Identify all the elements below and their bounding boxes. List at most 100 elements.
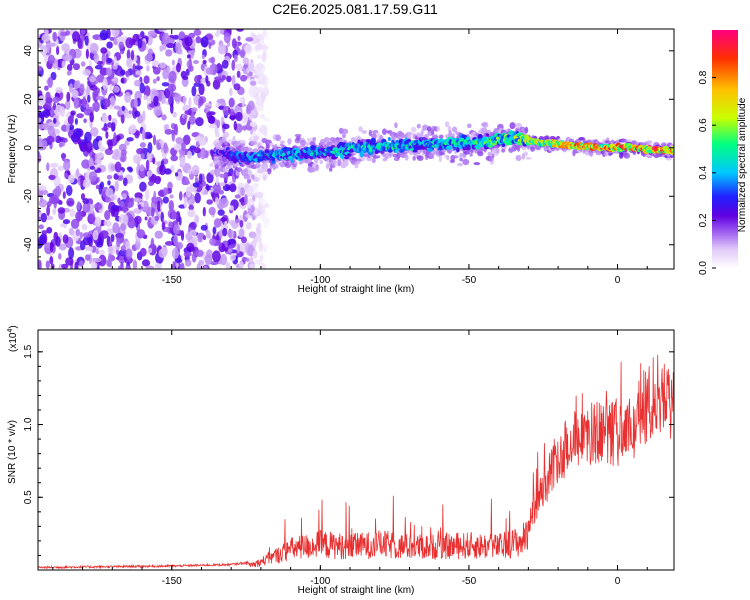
heatmap-noise-cell: [83, 118, 87, 123]
heatmap-noise-cell: [222, 123, 230, 130]
heatmap-noise-cell: [69, 83, 73, 93]
heatmap-noise-cell: [120, 223, 127, 231]
heatmap-noise-cell: [241, 256, 248, 262]
heatmap-noise-cell: [249, 121, 257, 128]
heatmap-halo-cell: [523, 151, 528, 157]
y-tick-label: 0.5: [23, 490, 34, 504]
heatmap-noise-cell: [198, 173, 203, 185]
heatmap-noise-cell: [180, 262, 185, 269]
heatmap-noise-cell: [246, 257, 250, 263]
heatmap-noise-cell: [161, 221, 166, 230]
heatmap-noise-cell: [229, 254, 236, 262]
heatmap-noise-cell: [66, 64, 73, 71]
heatmap-noise-cell: [56, 45, 60, 56]
heatmap-noise-cell: [189, 229, 197, 237]
colorbar-ticks: 0.0 0.2 0.4 0.6 0.8: [698, 70, 716, 275]
heatmap-halo-cell: [226, 164, 232, 170]
heatmap-noise-cell: [184, 36, 193, 47]
heatmap-noise-cell: [209, 238, 216, 246]
heatmap-noise-cell: [253, 94, 260, 100]
heatmap-noise-cell: [128, 125, 137, 134]
heatmap-noise-cell: [38, 259, 42, 269]
heatmap-noise-cell: [38, 105, 43, 110]
heatmap-noise-cell: [154, 230, 163, 239]
colorbar-tick-label: 0.2: [698, 213, 709, 227]
heatmap-noise-cell: [229, 183, 237, 193]
heatmap-halo-cell: [267, 168, 272, 175]
snr-series-line: [38, 354, 674, 570]
heatmap-halo-cell: [399, 132, 404, 137]
heatmap-noise-cell: [132, 63, 136, 75]
heatmap-noise-cell: [234, 194, 241, 199]
heatmap-halo-cell: [428, 152, 434, 159]
heatmap-halo-cell: [366, 155, 373, 162]
heatmap-halo-cell: [247, 147, 253, 152]
heatmap-noise-cell: [168, 94, 172, 105]
heatmap-noise-cell: [80, 193, 86, 201]
heatmap-noise-cell: [134, 208, 140, 214]
heatmap-halo-cell: [255, 161, 261, 169]
heatmap-noise-cell: [170, 103, 174, 114]
snr-y-label: SNR (10 * v/v): [7, 420, 18, 484]
heatmap-noise-cell: [163, 187, 169, 196]
heatmap-noise-cell: [52, 31, 58, 42]
heatmap-noise-cell: [152, 157, 156, 165]
heatmap-noise-cell: [248, 70, 253, 77]
heatmap-noise-cell: [227, 239, 236, 244]
heatmap-noise-cell: [94, 64, 103, 70]
spectrogram-panel: -150 -100 -50 0 -40 -20 0 20 40 Height of strai…: [7, 28, 675, 295]
heatmap-halo-cell: [517, 147, 521, 152]
heatmap-noise-cell: [259, 198, 267, 204]
heatmap-halo-cell: [294, 161, 298, 165]
heatmap-noise-cell: [91, 262, 98, 269]
heatmap-noise-cell: [99, 181, 105, 190]
x-tick-label: -50: [462, 576, 477, 587]
heatmap-noise-cell: [61, 152, 65, 162]
heatmap-noise-cell: [62, 191, 66, 199]
heatmap-noise-cell: [48, 42, 57, 47]
heatmap-noise-cell: [135, 70, 142, 76]
heatmap-noise-cell: [123, 214, 129, 226]
y-tick-label: 1.0: [23, 417, 34, 431]
heatmap-noise-cell: [217, 209, 225, 216]
heatmap-noise-cell: [46, 42, 50, 54]
heatmap-noise-cell: [183, 114, 188, 120]
heatmap-noise-cell: [249, 263, 256, 269]
heatmap-noise-cell: [216, 62, 222, 71]
heatmap-noise-cell: [206, 229, 211, 239]
heatmap-noise-cell: [185, 186, 192, 198]
heatmap-noise-cell: [216, 98, 225, 104]
heatmap-noise-cell: [136, 59, 141, 66]
heatmap-noise-cell: [139, 247, 147, 257]
colorbar-tick-label: 0.6: [698, 118, 709, 132]
heatmap-noise-cell: [189, 221, 197, 230]
heatmap-signal-cell: [466, 136, 470, 140]
heatmap-halo-cell: [530, 146, 536, 152]
heatmap-noise-cell: [113, 173, 119, 180]
heatmap-noise-cell: [81, 159, 91, 169]
heatmap-noise-cell: [212, 183, 222, 194]
heatmap-noise-cell: [242, 57, 250, 65]
heatmap-signal-cell: [271, 159, 276, 164]
heatmap-halo-cell: [410, 126, 417, 133]
heatmap-noise-cell: [239, 96, 244, 103]
heatmap-halo-cell: [665, 157, 672, 161]
heatmap-signal-cell: [346, 153, 352, 157]
heatmap-halo-cell: [368, 129, 373, 137]
heatmap-noise-cell: [117, 265, 123, 269]
heatmap-noise-cell: [65, 185, 73, 196]
heatmap-noise-cell: [134, 97, 138, 109]
heatmap-noise-cell: [236, 29, 244, 32]
heatmap-noise-cell: [197, 237, 203, 243]
heatmap-noise-cell: [194, 75, 201, 84]
heatmap-noise-cell: [195, 117, 204, 127]
heatmap-noise-cell: [259, 254, 264, 261]
heatmap-halo-cell: [446, 155, 450, 161]
heatmap-noise-cell: [152, 67, 161, 75]
heatmap-halo-cell: [416, 123, 421, 129]
heatmap-noise-cell: [57, 165, 64, 172]
heatmap-halo-cell: [325, 163, 330, 170]
heatmap-halo-cell: [257, 142, 262, 148]
heatmap-noise-cell: [187, 209, 196, 218]
heatmap-noise-cell: [38, 95, 46, 106]
